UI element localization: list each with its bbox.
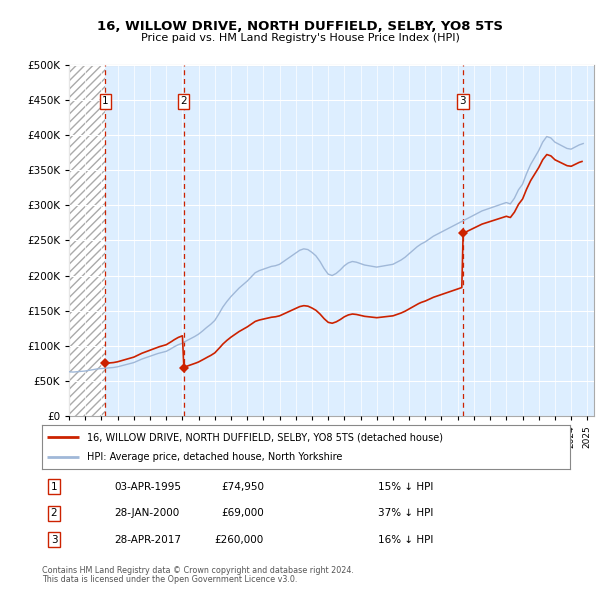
Text: 1: 1 [50,482,58,491]
Text: 2: 2 [50,509,58,518]
Text: £69,000: £69,000 [221,509,264,518]
Text: £74,950: £74,950 [221,482,264,491]
Text: £260,000: £260,000 [215,535,264,545]
Text: Contains HM Land Registry data © Crown copyright and database right 2024.: Contains HM Land Registry data © Crown c… [42,566,354,575]
Text: Price paid vs. HM Land Registry's House Price Index (HPI): Price paid vs. HM Land Registry's House … [140,33,460,42]
Text: 28-JAN-2000: 28-JAN-2000 [114,509,179,518]
Text: HPI: Average price, detached house, North Yorkshire: HPI: Average price, detached house, Nort… [87,452,342,461]
Text: 03-APR-1995: 03-APR-1995 [114,482,181,491]
Text: 16% ↓ HPI: 16% ↓ HPI [378,535,433,545]
Text: 1: 1 [102,96,109,106]
Text: 16, WILLOW DRIVE, NORTH DUFFIELD, SELBY, YO8 5TS (detached house): 16, WILLOW DRIVE, NORTH DUFFIELD, SELBY,… [87,432,443,442]
Bar [69,65,106,416]
Text: 16, WILLOW DRIVE, NORTH DUFFIELD, SELBY, YO8 5TS: 16, WILLOW DRIVE, NORTH DUFFIELD, SELBY,… [97,20,503,33]
Text: 2: 2 [180,96,187,106]
Text: This data is licensed under the Open Government Licence v3.0.: This data is licensed under the Open Gov… [42,575,298,584]
Text: 3: 3 [50,535,58,545]
Text: 15% ↓ HPI: 15% ↓ HPI [378,482,433,491]
Text: 37% ↓ HPI: 37% ↓ HPI [378,509,433,518]
Text: 3: 3 [460,96,466,106]
Text: 28-APR-2017: 28-APR-2017 [114,535,181,545]
